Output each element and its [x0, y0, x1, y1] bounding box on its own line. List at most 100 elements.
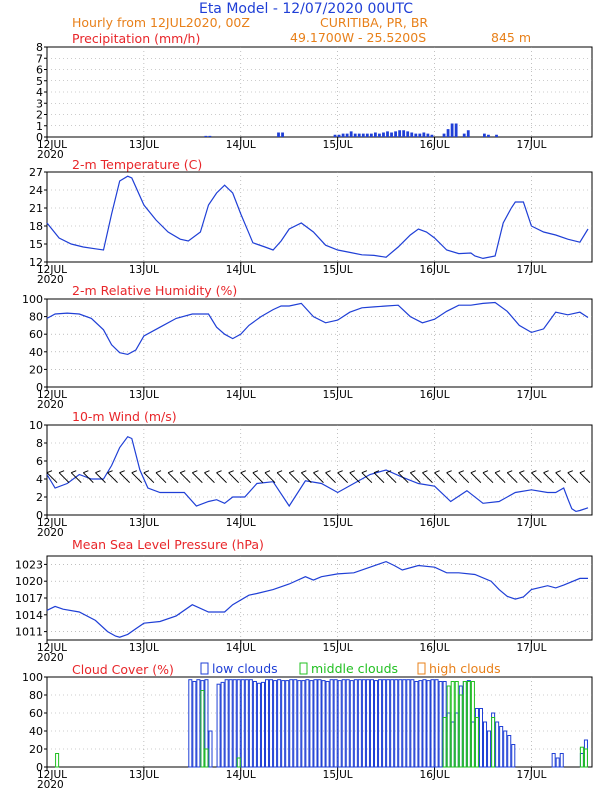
wind-barb-staff: [397, 472, 409, 484]
middle-cloud-bar: [450, 681, 455, 768]
wind-barb-staff: [288, 472, 300, 484]
wind-barb: [446, 470, 458, 484]
wind-barb-staff: [119, 472, 131, 484]
wind-barb-flag: [373, 470, 380, 474]
humidity-ytick-label: 40: [29, 346, 43, 359]
precipitation-bar: [442, 133, 446, 137]
cloud-cover-xtick-label: 15JUL: [323, 769, 353, 781]
low-cloud-bar: [313, 679, 318, 768]
cloud-cover-ytick-label: 80: [29, 689, 43, 702]
precipitation-bar: [414, 133, 418, 137]
low-cloud-bar: [260, 681, 265, 768]
precipitation-bar: [402, 130, 406, 137]
wind-barb-flag: [446, 470, 452, 474]
temperature-line: [46, 175, 589, 260]
temperature-xtick-label: 15JUL: [323, 264, 353, 276]
wind-barb: [373, 470, 385, 484]
low-cloud-bar: [244, 679, 249, 768]
wind-barb-staff: [313, 472, 324, 484]
middle-cloud-bar: [446, 685, 451, 768]
precipitation-bar: [466, 130, 470, 137]
wind-barb: [191, 470, 203, 484]
precipitation-xtick-label: 12JUL: [37, 139, 67, 151]
wind-barb-staff: [82, 472, 94, 484]
precipitation-bar: [454, 123, 458, 137]
precipitation-bar: [390, 132, 393, 137]
wind-panel: 10-m Wind (m/s) 0 2 4 6 8 10 12JUL 13JUL 14JUL 15J…: [29, 409, 593, 539]
low-cloud-bar: [394, 679, 399, 768]
cloud-cover-xtick-label: 12JUL: [37, 769, 67, 781]
cloud-cover-panel: Cloud Cover (%) 0 20 40 60 80 100 12JUL 13JUL 14J…: [22, 662, 593, 791]
wind-barb-flag: [422, 470, 428, 474]
wind-title: 10-m Wind (m/s): [72, 409, 177, 424]
wind-barb: [518, 470, 530, 484]
middle-cloud-bar: [491, 717, 496, 768]
humidity-xtick-label: 12JUL: [37, 389, 67, 401]
low-cloud-bar: [414, 681, 419, 768]
humidity-ytick-label: 20: [29, 363, 43, 376]
low-cloud-bar: [551, 753, 556, 768]
low-cloud-bar: [281, 680, 286, 768]
wind-barb-flag: [131, 470, 137, 474]
precipitation-bar: [357, 133, 361, 137]
chart-title: Eta Model - 12/07/2020 00UTC: [199, 1, 413, 17]
low-cloud-bar: [220, 681, 225, 768]
wind-barb-staff: [409, 472, 421, 484]
precipitation-ytick-label: 6: [36, 64, 43, 77]
wind-barb: [385, 470, 397, 484]
wind-barb-staff: [240, 472, 252, 484]
low-cloud-bar: [224, 679, 229, 768]
wind-barb-staff: [446, 472, 458, 484]
cloud-cover-ytick-label: 0: [36, 761, 43, 774]
wind-barb-flag: [240, 470, 246, 474]
wind-barb: [458, 470, 470, 484]
wind-barb-flag: [398, 470, 404, 474]
wind-barb-flag: [119, 470, 125, 474]
wind-barb-flag: [204, 470, 210, 474]
wind-barb-flag: [410, 470, 416, 474]
wind-barb-flag: [167, 470, 174, 474]
wind-barb-flag: [482, 470, 489, 474]
wind-xtick-label: 17JUL: [516, 517, 546, 529]
pressure-ytick-label: 1014: [15, 609, 43, 622]
cloud-cover-ytick-label: 40: [29, 725, 43, 738]
precipitation-bar: [422, 132, 426, 137]
wind-barb-staff: [300, 472, 312, 484]
low-cloud-bar: [297, 680, 302, 768]
wind-barb: [579, 470, 591, 484]
precipitation-bar: [345, 133, 349, 137]
low-cloud-bar: [422, 679, 427, 768]
cloud-cover-frame: [46, 676, 593, 768]
wind-barb: [276, 470, 288, 484]
wind-barb-staff: [191, 472, 203, 484]
precipitation-bar: [337, 134, 341, 137]
wind-barb-flag: [83, 470, 89, 474]
wind-barb-staff: [131, 472, 143, 484]
temperature-xtick-label: 17JUL: [516, 264, 546, 276]
pressure-ytick-label: 1020: [15, 575, 43, 588]
wind-barb-staff: [579, 472, 591, 484]
low-cloud-bar: [277, 679, 282, 768]
precipitation-bar: [426, 133, 430, 137]
wind-ytick-label: 10: [29, 419, 43, 432]
humidity-frame: [46, 298, 593, 388]
wind-barb: [397, 470, 409, 484]
wind-barb-flag: [155, 470, 162, 474]
wind-barb-staff: [361, 472, 373, 484]
low-cloud-bar: [507, 735, 512, 768]
temperature-ytick-label: 12: [29, 256, 43, 269]
pressure-xtick-label: 16JUL: [420, 642, 450, 654]
wind-barb: [95, 470, 106, 484]
precipitation-bar: [353, 133, 357, 137]
wind-barb-flag: [325, 470, 331, 474]
wind-barb-flag: [567, 470, 573, 474]
wind-barb-staff: [58, 472, 70, 484]
wind-barb-flag: [337, 470, 343, 474]
low-cloud-bar: [418, 680, 423, 768]
wind-barb-staff: [252, 472, 264, 484]
humidity-ytick-label: 0: [36, 381, 43, 394]
precipitation-bar: [277, 132, 280, 137]
wind-barb-staff: [422, 472, 433, 484]
precipitation-bar: [487, 134, 490, 137]
pressure-panel: Mean Sea Level Pressure (hPa) 1011 1014 101…: [15, 537, 593, 664]
